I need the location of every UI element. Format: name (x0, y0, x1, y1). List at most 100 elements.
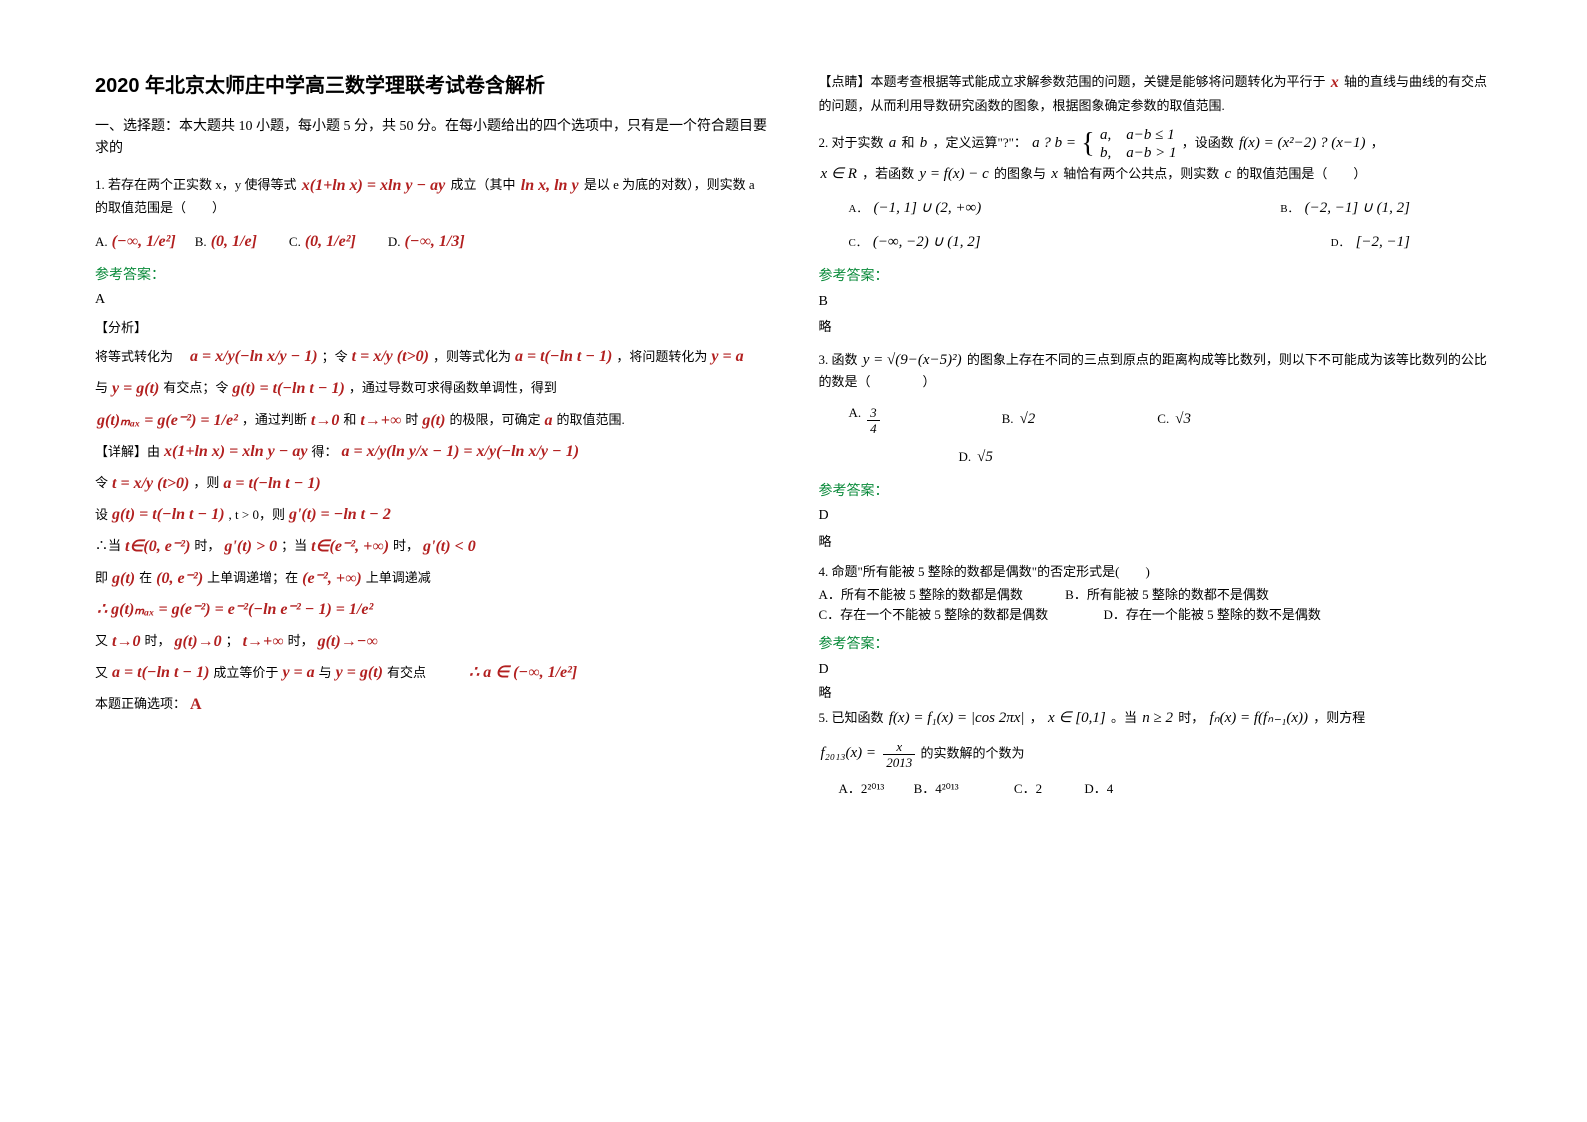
q1-s9-m3: 时， (288, 631, 314, 652)
q1-s5-f1: g(t) = t(−ln t − 1) (110, 502, 227, 528)
q2-fdef: a ? b = (1030, 135, 1078, 151)
q5-eq: f₂₀₁₃(x) = x 2013 的实数解的个数为 (819, 740, 1493, 769)
q5-f2: x ∈ [0,1] (1046, 710, 1108, 726)
hint-para: 【点睛】本题考查根据等式能成立求解参数范围的问题，关键是能够将问题转化为平行于 … (819, 70, 1493, 116)
q1-step3: g(t)ₘₐₓ = g(e⁻²) = 1/e² ，通过判断 t→0 和 t→+∞… (95, 408, 769, 434)
q1-stem-mid: 成立（其中 (451, 177, 516, 192)
q5-f1: f(x) = f₁(x) = |cos 2πx| (887, 710, 1027, 726)
q1-final-text: 本题正确选项： (95, 694, 186, 715)
q2-optC: C． (−∞, −2) ∪ (1, 2] (849, 230, 983, 254)
q5-s3: 。当 (1111, 710, 1137, 725)
q1-s4-pre: 令 (95, 473, 108, 494)
q1-s3-m2: 和 (343, 410, 356, 431)
q3-note: 略 (819, 532, 1493, 553)
q5-options: A．2²⁰¹³ B．4²⁰¹³ C．2 D．4 (839, 779, 1493, 800)
q3-optC: C. √3 (1157, 407, 1193, 431)
q1-detail-f2: a = x/y(ln y/x − 1) = x/y(−ln x/y − 1) (340, 439, 582, 465)
q3-optA-den: 4 (867, 421, 880, 435)
q1-s6-f3: t∈(e⁻², +∞) (309, 534, 391, 560)
q2-optB-label: B． (1280, 201, 1298, 219)
q3-optA: A. 3 4 (849, 403, 882, 435)
q1-s10-pre: 又 (95, 663, 108, 684)
q2-fx: x (1049, 166, 1060, 182)
q5-eq-frac: x 2013 (881, 740, 917, 769)
q1-s10-m: 成立等价于 (213, 663, 278, 684)
q5-optD: D．4 (1084, 781, 1113, 796)
q4-stem: 4. 命题"所有能被 5 整除的数都是偶数"的否定形式是( ) (819, 562, 1493, 583)
q1-s2-post: ，通过导数可求得函数单调性，得到 (349, 378, 557, 399)
q3-optB: B. √2 (1002, 407, 1038, 431)
q2-optC-f: (−∞, −2) ∪ (1, 2] (871, 230, 983, 254)
q3-s1: 3. 函数 (819, 352, 858, 367)
q1-answer: A (95, 289, 769, 311)
q1-s7-m2: 上单调递增；在 (207, 568, 298, 589)
q5-s6: 的实数解的个数为 (921, 745, 1025, 760)
q4-answer: D (819, 659, 1493, 681)
q2-optC-label: C． (849, 235, 867, 253)
q5-eq-den: 2013 (883, 755, 915, 769)
q1-s3-m: ，通过判断 (242, 410, 307, 431)
q3-optB-label: B. (1002, 409, 1014, 430)
q2-s1: 2. 对于实数 (819, 135, 884, 150)
q1-final-f: A (188, 692, 204, 718)
q1-s7-f2: (0, e⁻²) (154, 566, 205, 592)
q1-optC-label: C. (289, 232, 301, 253)
q1-step8: ∴ g(t)ₘₐₓ = g(e⁻²) = e⁻²(−ln e⁻² − 1) = … (95, 597, 769, 623)
q1-s3-f2: t→0 (309, 408, 341, 434)
q2-optA: A． (−1, 1] ∪ (2, +∞) (849, 196, 984, 220)
q1-s5-pre: 设 (95, 505, 108, 526)
q1-s3-f4: g(t) (420, 408, 447, 434)
q4-optB: B．所有能被 5 整除的数都不是偶数 (1065, 587, 1269, 602)
q1-stem: 1. 若存在两个正实数 x，y 使得等式 x(1+ln x) = xln y −… (95, 173, 769, 219)
q1-step6: ∴当 t∈(0, e⁻²) 时， g'(t) > 0 ；当 t∈(e⁻², +∞… (95, 534, 769, 560)
q4-optA: A．所有不能被 5 整除的数都是偶数 (819, 587, 1023, 602)
q2-fxr: x ∈ R (819, 166, 859, 182)
q1-s4-f1: t = x/y (t>0) (110, 471, 191, 497)
q1-optB-label: B. (195, 232, 207, 253)
q1-s2-pre: 与 (95, 378, 108, 399)
q2-note: 略 (819, 317, 1493, 338)
q2-s3: ，定义运算"?"： (933, 135, 1027, 150)
q4-optD: D．存在一个能被 5 整除的数不是偶数 (1103, 607, 1320, 622)
q1-analysis-label: 【分析】 (95, 318, 769, 339)
q5-optB: B．4²⁰¹³ (914, 781, 959, 796)
q3-optC-f: √3 (1173, 407, 1193, 431)
q3-answer: D (819, 505, 1493, 527)
q1-s3-post: 的极限，可确定 (449, 410, 540, 431)
q1-s1-post: ，将问题转化为 (616, 347, 707, 368)
exam-title: 2020 年北京太师庄中学高三数学理联考试卷含解析 (95, 70, 769, 102)
q1-optC-f: (0, 1/e²] (303, 229, 358, 255)
q5-f3: n ≥ 2 (1140, 710, 1175, 726)
q1-s9-f1: t→0 (110, 629, 142, 655)
q3-stem: 3. 函数 y = √(9−(x−5)²) 的图象上存在不同的三点到原点的距离构… (819, 348, 1493, 393)
q1-s7-f3: (e⁻², +∞) (300, 566, 364, 592)
q1-optA-label: A. (95, 232, 108, 253)
q1-s7-f1: g(t) (110, 566, 137, 592)
q1-s2-f1: y = g(t) (110, 376, 161, 402)
q2-s8: 轴恰有两个公共点，则实数 (1063, 166, 1219, 181)
q2-s2: 和 (902, 135, 915, 150)
q1-step2: 与 y = g(t) 有交点；令 g(t) = t(−ln t − 1) ，通过… (95, 376, 769, 402)
q2-answer-label: 参考答案： (819, 264, 1493, 286)
q2-cases: a, a−b ≤ 1 b, a−b > 1 (1098, 126, 1179, 162)
q5-s1: 5. 已知函数 (819, 710, 884, 725)
q1-s10-f4: ∴ a ∈ (−∞, 1/e²] (467, 660, 579, 686)
q1-optD-f: (−∞, 1/3] (402, 229, 466, 255)
q1-s1-m2: ，则等式化为 (433, 347, 511, 368)
q1-step4: 令 t = x/y (t>0) ，则 a = t(−ln t − 1) (95, 471, 769, 497)
q1-step1: 将等式转化为 a = x/y(−ln x/y − 1) ；令 t = x/y (… (95, 344, 769, 370)
q1-stem-pre: 1. 若存在两个正实数 x，y 使得等式 (95, 177, 300, 192)
q2-s6: ，若函数 (862, 166, 914, 181)
q3-answer-label: 参考答案： (819, 479, 1493, 501)
q1-s1-f1: a = x/y(−ln x/y − 1) (188, 344, 320, 370)
q1-detail-f1: x(1+ln x) = xln y − ay (162, 439, 309, 465)
q2-s5: ， (1371, 135, 1384, 150)
q4-options: A．所有不能被 5 整除的数都是偶数 B．所有能被 5 整除的数都不是偶数 C．… (819, 585, 1493, 624)
q1-s9-f3: t→+∞ (241, 629, 286, 655)
q1-s4-f2: a = t(−ln t − 1) (221, 471, 322, 497)
q1-s9-m2: ； (226, 631, 239, 652)
q1-step7: 即 g(t) 在 (0, e⁻²) 上单调递增；在 (e⁻², +∞) 上单调递… (95, 566, 769, 592)
q2-optA-label: A． (849, 201, 868, 219)
q2-optB-f: (−2, −1] ∪ (1, 2] (1303, 196, 1412, 220)
open-brace-icon: { (1081, 137, 1094, 151)
